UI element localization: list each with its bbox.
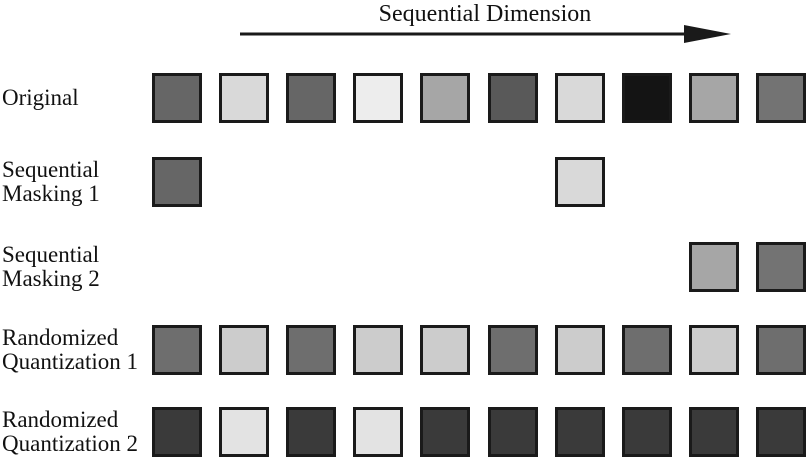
row-sequential-masking-2: Sequential Masking 2 [0, 242, 808, 292]
grid-square [353, 325, 403, 375]
row-randomized-quantization-1: Randomized Quantization 1 [0, 325, 808, 375]
row-label: Sequential Masking 2 [2, 241, 100, 291]
grid-square [152, 407, 202, 457]
grid-square [488, 73, 538, 123]
grid-square [756, 325, 806, 375]
grid-square [286, 73, 336, 123]
row-label: Randomized Quantization 1 [2, 324, 139, 374]
row-label: Sequential Masking 1 [2, 156, 100, 206]
grid-square [286, 325, 336, 375]
row-original: Original [0, 73, 808, 123]
grid-square [555, 407, 605, 457]
grid-square [756, 407, 806, 457]
grid-square [152, 73, 202, 123]
grid-square [219, 325, 269, 375]
grid-square [689, 325, 739, 375]
grid-square [152, 157, 202, 207]
grid-square [555, 73, 605, 123]
grid-square [219, 73, 269, 123]
grid-square [286, 407, 336, 457]
row-randomized-quantization-2: Randomized Quantization 2 [0, 407, 808, 457]
row-label: Original [2, 84, 79, 110]
grid-square [555, 157, 605, 207]
grid-square [689, 407, 739, 457]
grid-square [488, 325, 538, 375]
row-sequential-masking-1: Sequential Masking 1 [0, 157, 808, 207]
figure-title: Sequential Dimension [378, 1, 592, 27]
grid-square [689, 73, 739, 123]
grid-square [353, 73, 403, 123]
row-label: Randomized Quantization 2 [2, 406, 139, 456]
row-cells [152, 407, 808, 457]
grid-square [622, 325, 672, 375]
grid-square [689, 242, 739, 292]
row-cells [152, 325, 808, 375]
grid-square [353, 407, 403, 457]
grid-square [152, 325, 202, 375]
grid-square [488, 407, 538, 457]
grid-square [420, 407, 470, 457]
row-cells [152, 73, 808, 123]
row-cells [152, 242, 808, 292]
sequential-dimension-arrow-icon [240, 25, 731, 43]
row-cells [152, 157, 808, 207]
grid-square [219, 407, 269, 457]
grid-square [622, 407, 672, 457]
grid-square [420, 325, 470, 375]
grid-square [420, 73, 470, 123]
grid-square [756, 242, 806, 292]
grid-square [555, 325, 605, 375]
grid-square [756, 73, 806, 123]
grid-square [622, 73, 672, 123]
